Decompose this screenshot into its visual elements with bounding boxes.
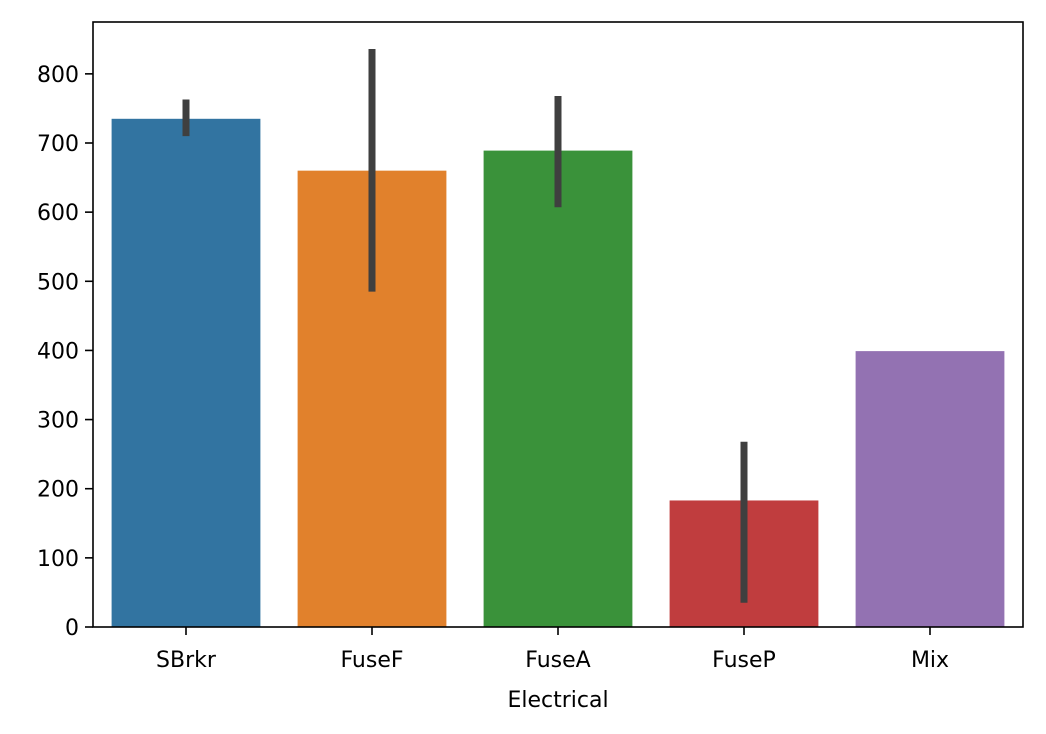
bar-fusea	[483, 150, 633, 627]
y-tick-label: 400	[37, 339, 79, 364]
bar-sbrkr	[111, 118, 261, 628]
y-tick-label: 200	[37, 478, 79, 503]
y-tick-label: 800	[37, 63, 79, 88]
y-tick-label: 100	[37, 547, 79, 572]
y-tick-label: 500	[37, 270, 79, 295]
x-tick-label: Mix	[911, 648, 949, 673]
x-axis-ticks: SBrkr FuseF FuseA FuseP Mix	[156, 627, 949, 673]
x-tick-label: FuseA	[525, 648, 590, 673]
error-bars-layer	[182, 48, 748, 603]
y-tick-label: 300	[37, 409, 79, 434]
y-axis-ticks: 0 100 200 300 400 500 600 700 800	[37, 63, 93, 641]
y-tick-label: 600	[37, 201, 79, 226]
plot-frame	[92, 21, 1024, 628]
y-tick-label: 0	[65, 616, 79, 641]
x-tick-label: SBrkr	[156, 648, 217, 673]
x-tick-label: FuseF	[340, 648, 403, 673]
bars-layer	[111, 118, 1005, 628]
x-axis-label: Electrical	[507, 688, 608, 713]
bar-mix	[855, 351, 1005, 627]
x-tick-label: FuseP	[712, 648, 776, 673]
y-tick-label: 700	[37, 132, 79, 157]
